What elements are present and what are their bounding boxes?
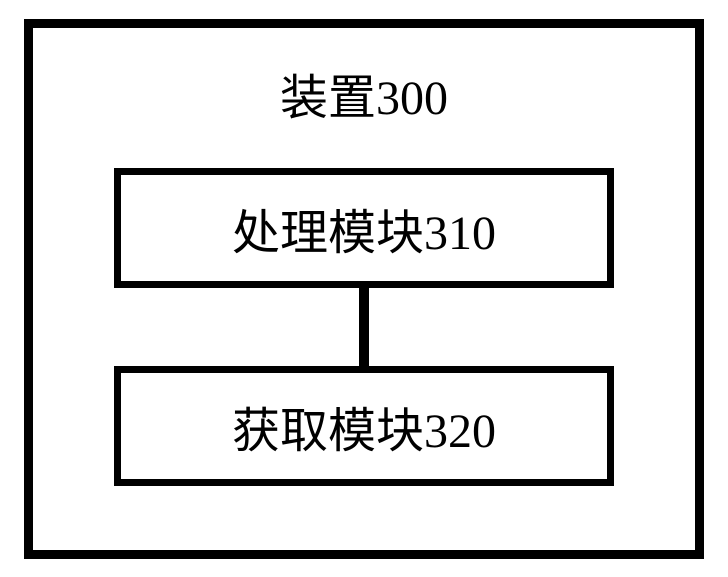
connector-line [359, 288, 369, 366]
device-container: 装置300 处理模块310 获取模块320 [24, 19, 704, 559]
processing-module-box: 处理模块310 [114, 168, 614, 288]
processing-module-label: 处理模块310 [232, 193, 496, 263]
device-title: 装置300 [280, 58, 448, 128]
acquisition-module-label: 获取模块320 [232, 391, 496, 461]
acquisition-module-box: 获取模块320 [114, 366, 614, 486]
